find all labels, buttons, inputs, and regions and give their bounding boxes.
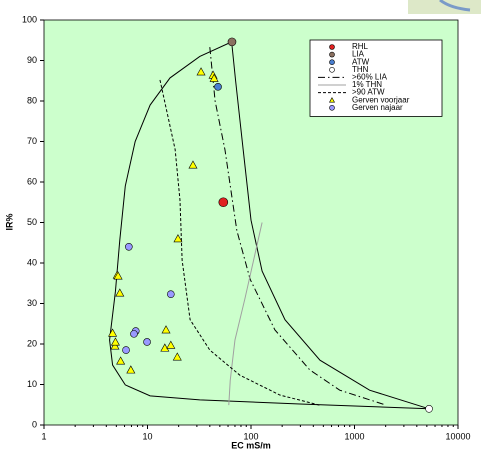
triangle-marker: [172, 352, 182, 361]
y-tick-label: 10: [27, 379, 37, 389]
circle-marker: [143, 338, 151, 346]
x-tick-label: 1: [41, 431, 46, 441]
series-line: [209, 47, 386, 406]
x-tick-label: 10000: [445, 431, 470, 441]
legend-label: LIA: [352, 50, 365, 59]
y-tick-label: 20: [27, 338, 37, 348]
logo-mark: [439, 0, 471, 12]
circle-marker: [425, 404, 433, 413]
y-tick-label: 50: [27, 217, 37, 227]
series-line: [228, 222, 263, 406]
legend-marker: [329, 59, 335, 66]
triangle-marker: [113, 271, 123, 280]
y-tick-label: 90: [27, 55, 37, 65]
y-tick-label: 100: [22, 14, 37, 24]
legend-label: RHL: [352, 42, 369, 51]
legend-marker: [329, 44, 335, 50]
triangle-marker: [115, 288, 125, 297]
x-axis-title: EC mS/m: [231, 440, 271, 450]
triangle-marker: [196, 67, 206, 76]
y-tick-label: 40: [27, 257, 37, 267]
logo: [408, 0, 481, 14]
legend-marker: [329, 105, 335, 111]
legend-label: >90 ATW: [352, 88, 385, 97]
y-axis-title: IR%: [4, 213, 14, 230]
legend-label: Gerven voorjaar: [352, 95, 410, 104]
triangle-marker: [108, 328, 118, 337]
y-tick-label: 30: [27, 298, 37, 308]
triangle-marker: [209, 73, 219, 82]
y-tick-label: 0: [32, 419, 37, 429]
series-line: [159, 79, 320, 406]
triangle-marker: [110, 337, 120, 346]
x-tick-label: 1000: [344, 431, 364, 441]
y-tick-label: 80: [27, 95, 37, 105]
triangle-marker: [188, 160, 198, 169]
legend-label: ATW: [352, 57, 370, 66]
circle-marker: [122, 346, 130, 354]
triangle-marker: [161, 325, 171, 334]
triangle-marker: [173, 234, 183, 243]
y-tick-label: 70: [27, 136, 37, 146]
triangle-marker: [116, 356, 126, 365]
legend-label: >60% LIA: [352, 73, 388, 82]
legend-label: Gerven najaar: [352, 103, 403, 112]
circle-marker: [227, 37, 237, 47]
triangle-marker: [110, 341, 120, 350]
circle-marker: [214, 83, 222, 91]
circle-marker: [125, 243, 133, 251]
legend-marker: [329, 51, 335, 58]
circle-marker: [167, 290, 175, 298]
legend-marker: [328, 97, 336, 103]
y-tick-label: 60: [27, 176, 37, 186]
x-tick-label: 10: [142, 431, 152, 441]
triangle-marker: [126, 365, 136, 374]
triangle-marker: [166, 340, 176, 349]
circle-marker: [130, 330, 138, 338]
x-tick-label: 100: [243, 431, 258, 441]
legend-label: THN: [352, 65, 369, 74]
triangle-marker: [160, 343, 170, 352]
legend-marker: [329, 67, 335, 73]
circle-marker: [218, 197, 229, 208]
envelope-line: [109, 41, 430, 410]
legend-label: 1% THN: [352, 80, 382, 89]
